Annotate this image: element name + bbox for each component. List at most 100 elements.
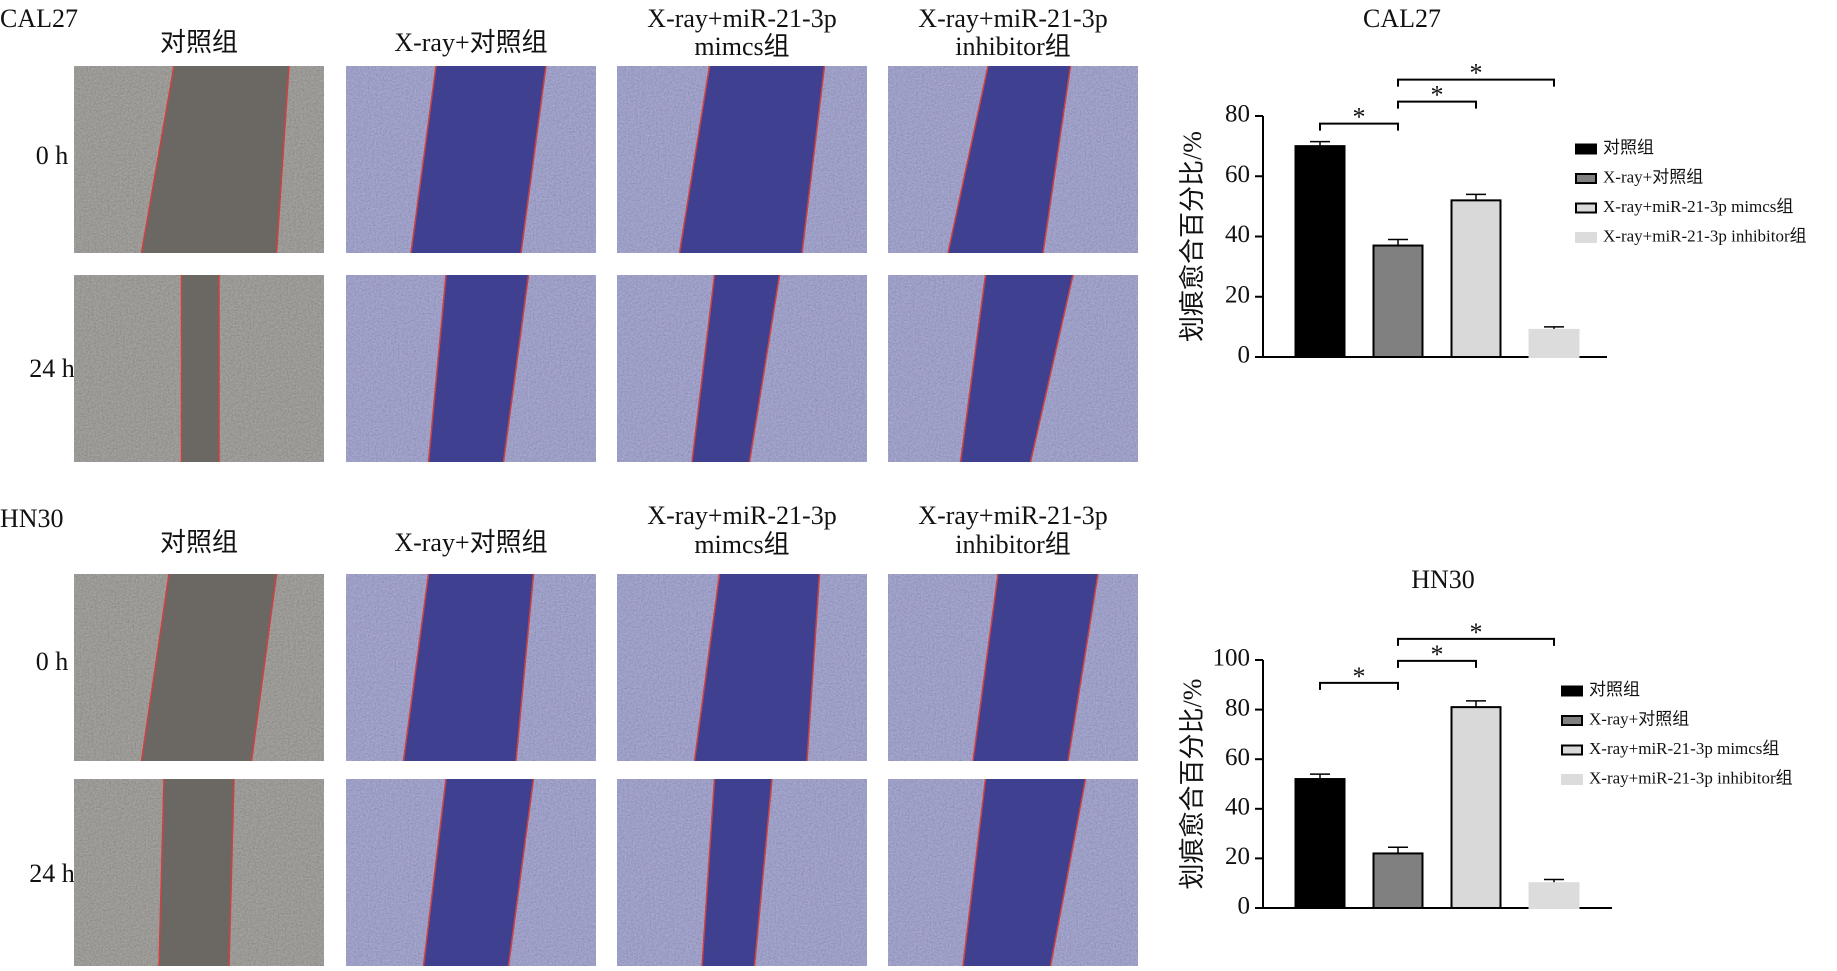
micrograph bbox=[346, 778, 596, 967]
scratch-gap bbox=[159, 779, 234, 966]
micrograph bbox=[74, 65, 324, 254]
chart-title: HN30 bbox=[1411, 565, 1475, 594]
y-tick-label: 80 bbox=[1225, 694, 1250, 721]
scratch-edge bbox=[748, 274, 781, 463]
legend-swatch bbox=[1561, 685, 1583, 697]
legend-label: X-ray+miR-21-3p inhibitor组 bbox=[1589, 768, 1793, 787]
scratch-edge bbox=[515, 573, 535, 762]
scratch-edge bbox=[1067, 573, 1099, 762]
column-header: X-ray+对照组 bbox=[394, 28, 547, 57]
y-tick-label: 60 bbox=[1225, 744, 1250, 771]
scratch-edge bbox=[691, 274, 716, 463]
y-tick-label: 100 bbox=[1213, 645, 1251, 672]
legend-label: X-ray+miR-21-3p inhibitor组 bbox=[1603, 226, 1807, 245]
scratch-edge bbox=[1042, 65, 1072, 254]
scratch-edge bbox=[502, 274, 530, 463]
legend-swatch bbox=[1575, 173, 1597, 184]
column-header: 对照组 bbox=[160, 528, 238, 557]
scratch-edge bbox=[422, 778, 447, 967]
scratch-gap bbox=[679, 66, 825, 253]
row-label: 0 h bbox=[36, 141, 69, 170]
scratch-edge bbox=[140, 573, 170, 762]
scratch-edge bbox=[520, 65, 547, 254]
column-header: X-ray+miR-21-3p bbox=[918, 501, 1107, 530]
column-header: X-ray+miR-21-3p bbox=[647, 501, 836, 530]
column-header: inhibitor组 bbox=[955, 530, 1071, 559]
scratch-edge bbox=[427, 274, 447, 463]
scratch-edge bbox=[972, 573, 999, 762]
scratch-gap bbox=[963, 779, 1086, 966]
scratch-gap bbox=[692, 275, 780, 462]
scratch-edge bbox=[140, 65, 175, 254]
scratch-edge bbox=[1049, 778, 1087, 967]
error-bar bbox=[1466, 700, 1486, 708]
scratch-edge bbox=[947, 65, 989, 254]
scratch-gap bbox=[423, 779, 534, 966]
column-header: X-ray+miR-21-3p bbox=[647, 4, 836, 33]
significance-bracket bbox=[1397, 637, 1555, 646]
micrograph bbox=[346, 65, 596, 254]
y-tick-label: 80 bbox=[1225, 101, 1250, 128]
scratch-edge bbox=[962, 778, 987, 967]
column-header: inhibitor组 bbox=[955, 32, 1071, 61]
scratch-edge bbox=[678, 65, 711, 254]
micrograph bbox=[74, 573, 324, 762]
bar bbox=[1528, 328, 1580, 359]
scratch-gap bbox=[411, 66, 546, 253]
micrograph bbox=[888, 778, 1138, 967]
significance-label: * bbox=[1353, 103, 1366, 132]
scratch-edge bbox=[1029, 274, 1074, 463]
significance-bracket bbox=[1397, 78, 1555, 87]
row-label: 24 h bbox=[29, 859, 75, 888]
legend-label: X-ray+miR-21-3p mimcs组 bbox=[1603, 197, 1793, 216]
micrograph bbox=[888, 573, 1138, 762]
bar bbox=[1450, 199, 1502, 358]
scratch-edge bbox=[275, 65, 290, 254]
micrograph bbox=[617, 65, 867, 254]
legend-label: X-ray+miR-21-3p mimcs组 bbox=[1589, 739, 1779, 758]
chart-title: CAL27 bbox=[1363, 4, 1441, 33]
legend-swatch bbox=[1575, 143, 1597, 155]
significance-bracket bbox=[1319, 681, 1399, 690]
bar bbox=[1528, 882, 1580, 910]
column-header: mimcs组 bbox=[694, 32, 789, 61]
significance-bracket bbox=[1397, 659, 1477, 668]
y-tick-label: 0 bbox=[1238, 893, 1251, 920]
scratch-gap bbox=[694, 574, 820, 761]
legend-swatch bbox=[1575, 202, 1597, 214]
significance-label: * bbox=[1353, 662, 1366, 691]
legend-label: 对照组 bbox=[1589, 680, 1640, 699]
scratch-edge bbox=[693, 573, 721, 762]
significance-label: * bbox=[1470, 59, 1483, 88]
column-header: mimcs组 bbox=[694, 530, 789, 559]
scratch-gap bbox=[702, 779, 772, 966]
micrograph bbox=[888, 65, 1138, 254]
scratch-edge bbox=[158, 778, 165, 967]
column-header: X-ray+miR-21-3p bbox=[918, 4, 1107, 33]
significance-label: * bbox=[1431, 640, 1444, 669]
scratch-edge bbox=[250, 573, 278, 762]
legend-swatch bbox=[1561, 715, 1583, 726]
legend-swatch bbox=[1561, 744, 1583, 756]
scratch-edge bbox=[410, 65, 437, 254]
legend-label: X-ray+对照组 bbox=[1603, 167, 1703, 186]
micrograph bbox=[617, 573, 867, 762]
scratch-gap bbox=[428, 275, 529, 462]
scratch-edge bbox=[507, 778, 535, 967]
scratch-gap bbox=[181, 275, 219, 462]
scratch-edge bbox=[806, 573, 821, 762]
legend-swatch bbox=[1575, 232, 1597, 243]
y-tick-label: 40 bbox=[1225, 221, 1250, 248]
y-tick-label: 20 bbox=[1225, 843, 1250, 870]
scratch-gap bbox=[141, 66, 289, 253]
error-bar bbox=[1388, 238, 1408, 246]
panel-label: HN30 bbox=[0, 504, 64, 533]
legend-label: 对照组 bbox=[1603, 138, 1654, 157]
legend-label: X-ray+对照组 bbox=[1589, 709, 1689, 728]
error-bar bbox=[1466, 193, 1486, 201]
y-axis-label: 划痕愈合百分比/% bbox=[1178, 679, 1207, 890]
row-label: 0 h bbox=[36, 647, 69, 676]
bar bbox=[1372, 244, 1424, 359]
y-tick-label: 40 bbox=[1225, 794, 1250, 821]
